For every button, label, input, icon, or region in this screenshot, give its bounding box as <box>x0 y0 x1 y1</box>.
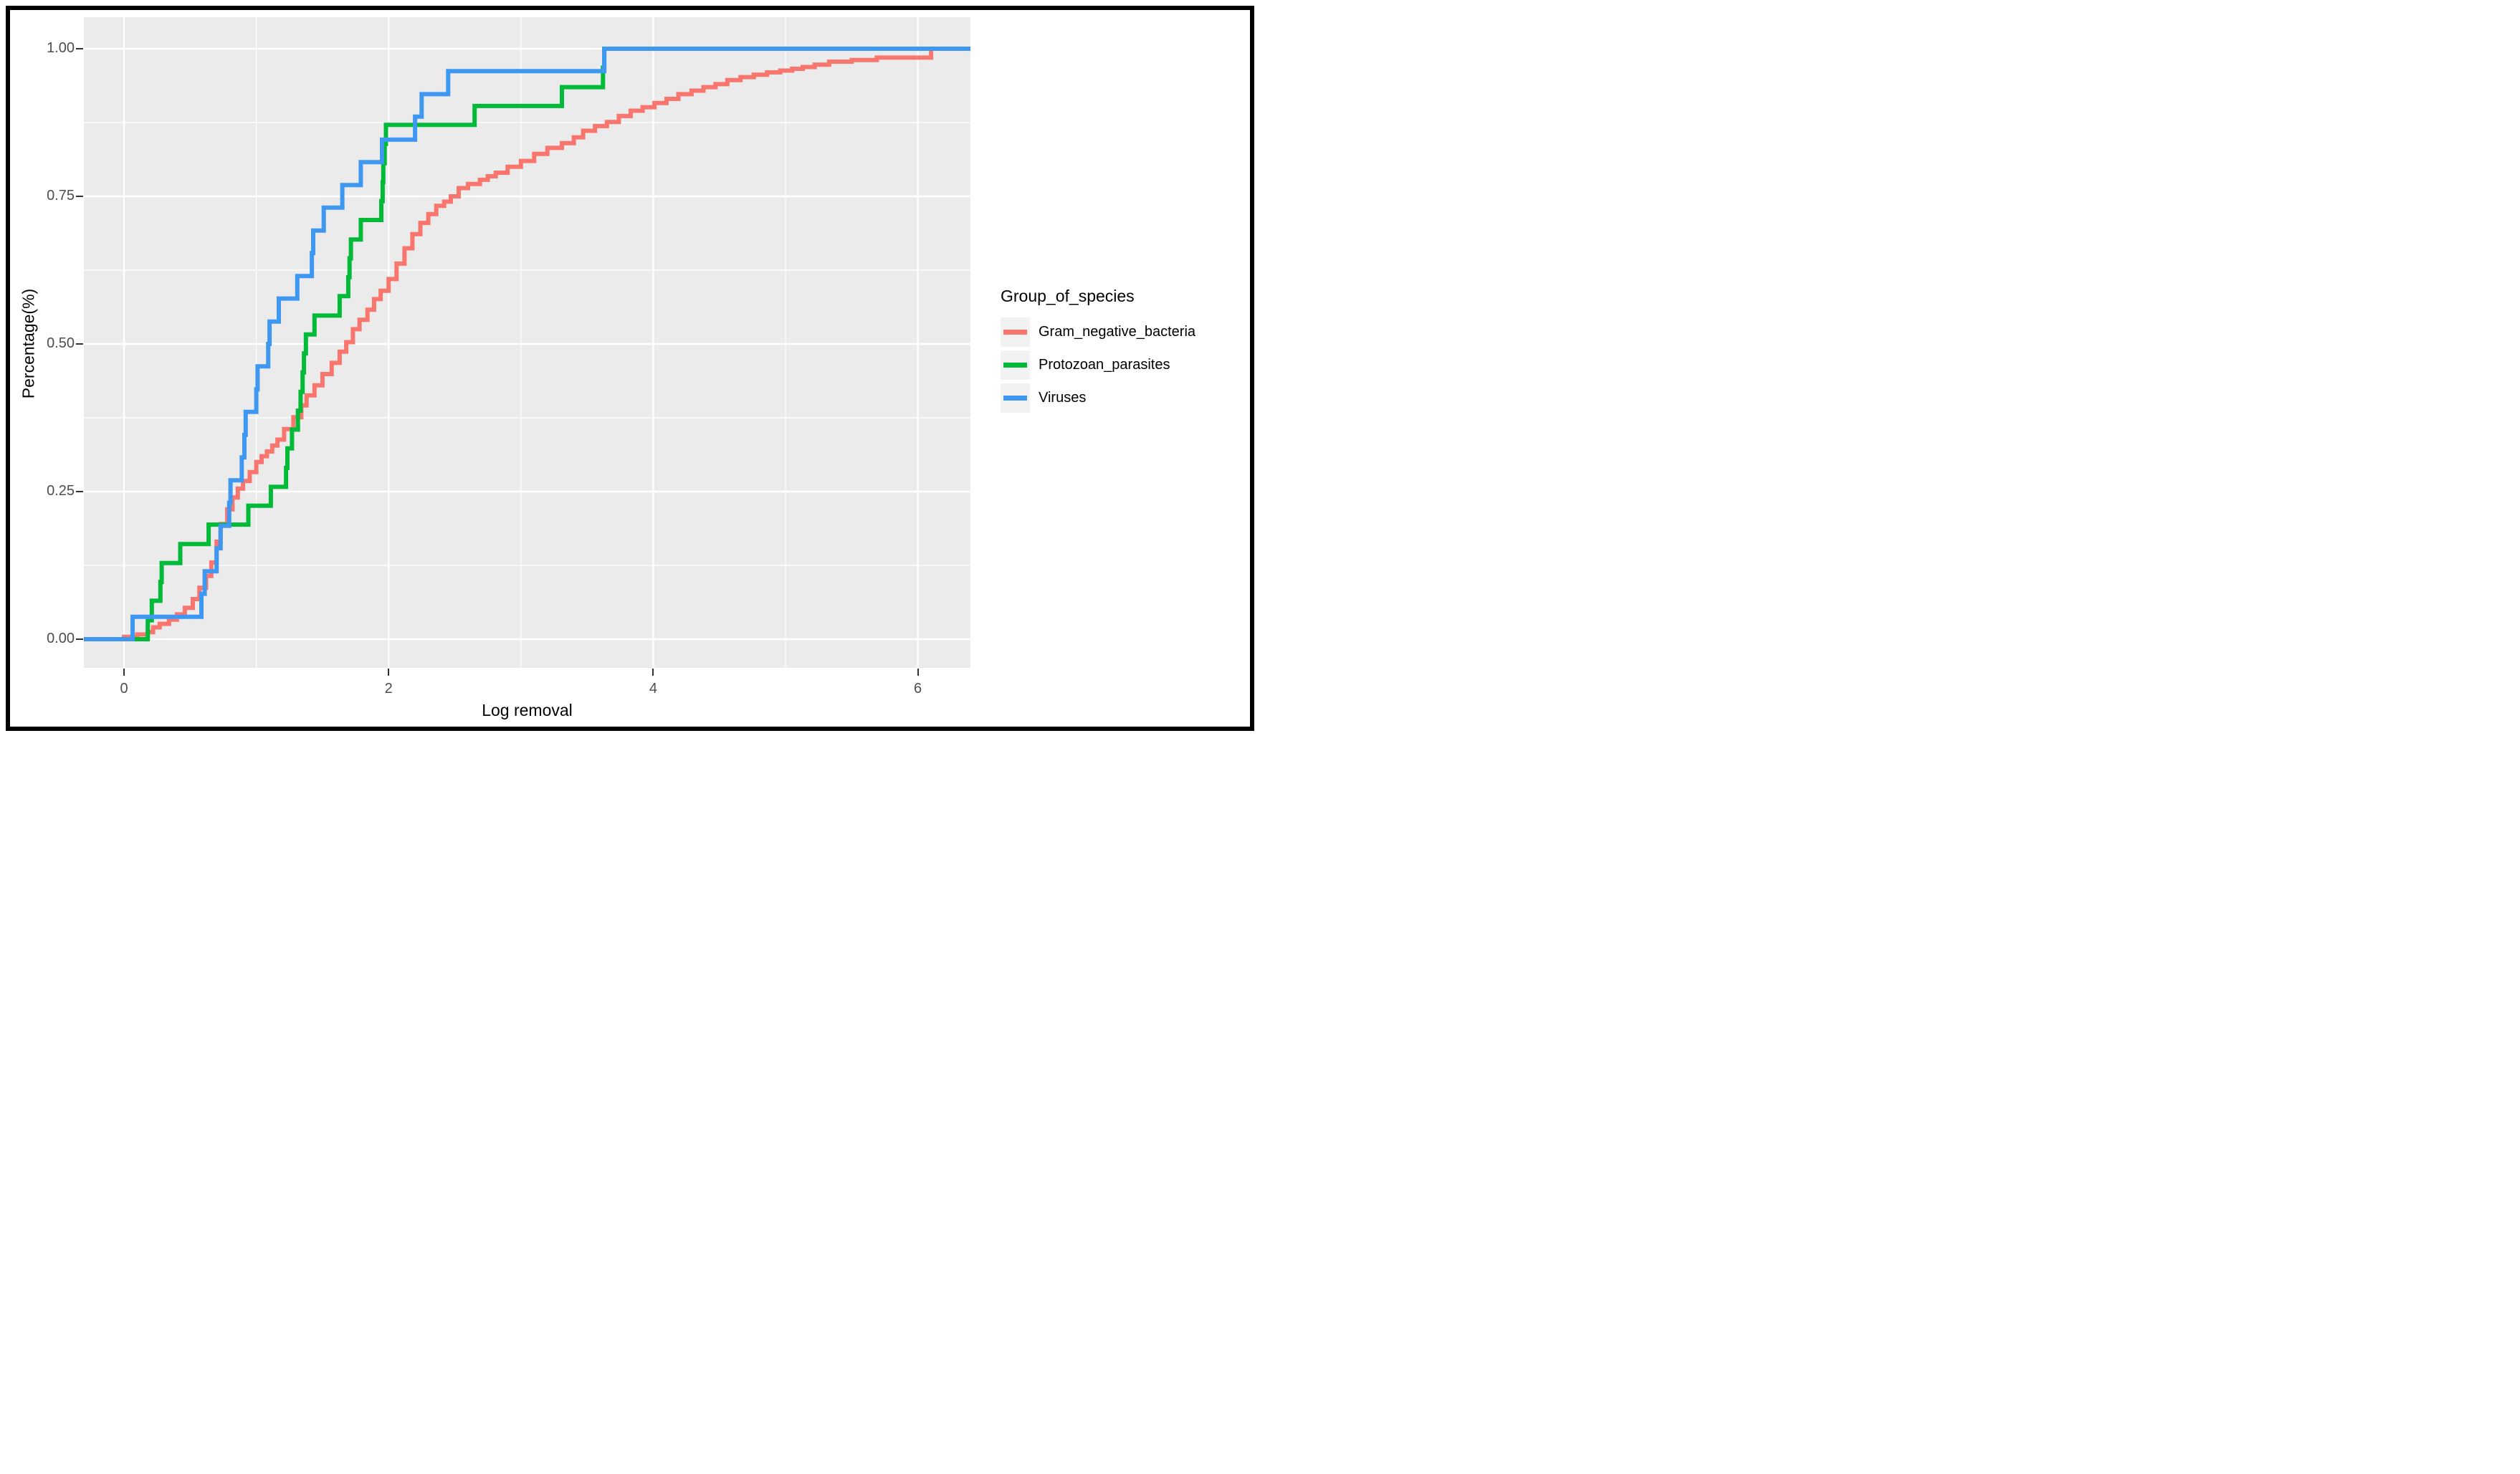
legend-swatch-Gram_negative_bacteria <box>1003 330 1027 335</box>
legend-title: Group_of_species <box>1001 287 1135 305</box>
x-axis-title: Log removal <box>482 701 573 719</box>
legend-key-box <box>1001 350 1030 380</box>
series-line-Viruses <box>84 47 970 641</box>
x-tick-label: 4 <box>649 681 657 697</box>
x-tick-mark <box>652 669 654 676</box>
legend-entries: Gram_negative_bacteria Protozoan_parasite… <box>1001 317 1195 413</box>
x-tick-mark <box>123 669 125 676</box>
y-tick-label: 0.00 <box>47 631 75 646</box>
legend: Group_of_species Gram_negative_bacteria P… <box>1001 287 1195 416</box>
x-tick-mark <box>917 669 919 676</box>
y-tick-label: 0.25 <box>47 483 75 499</box>
y-tick-mark <box>76 638 83 640</box>
legend-key-box <box>1001 383 1030 413</box>
plot-panel <box>84 17 970 668</box>
y-tick-mark <box>76 343 83 345</box>
legend-entry: Protozoan_parasites <box>1001 350 1195 380</box>
legend-entry: Viruses <box>1001 383 1195 413</box>
ecdf-figure: 0 2 4 6 0.00 0.25 0.50 0.75 1.00 Log removal Per… <box>0 0 1260 737</box>
x-tick-label: 2 <box>384 681 393 697</box>
legend-swatch-Viruses <box>1003 396 1027 401</box>
legend-label: Viruses <box>1039 390 1087 406</box>
x-tick-mark <box>388 669 390 676</box>
legend-label: Protozoan_parasites <box>1039 357 1170 373</box>
y-axis-title: Percentage(%) <box>19 288 38 399</box>
y-tick-label: 0.75 <box>47 188 75 204</box>
y-tick-label: 0.50 <box>47 335 75 351</box>
x-tick-label: 6 <box>914 681 922 697</box>
ecdf-chart <box>84 17 970 668</box>
legend-key-box <box>1001 317 1030 347</box>
y-tick-mark <box>76 491 83 492</box>
series-line-Protozoan_parasites <box>84 47 970 641</box>
legend-swatch-Protozoan_parasites <box>1003 363 1027 368</box>
figure-border <box>6 6 1254 731</box>
y-tick-mark <box>76 48 83 49</box>
y-tick-label: 1.00 <box>47 40 75 56</box>
legend-label: Gram_negative_bacteria <box>1039 324 1196 340</box>
y-tick-mark <box>76 196 83 197</box>
legend-entry: Gram_negative_bacteria <box>1001 317 1195 347</box>
x-tick-label: 0 <box>120 681 128 697</box>
